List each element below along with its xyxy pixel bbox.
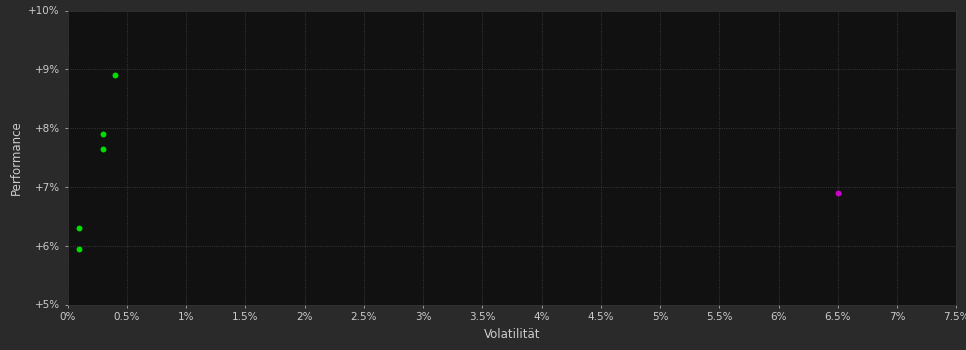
Y-axis label: Performance: Performance [10, 120, 23, 195]
Point [71, 246, 87, 251]
X-axis label: Volatilität: Volatilität [484, 328, 540, 341]
Point [96, 131, 111, 137]
Point [107, 72, 123, 78]
Point [830, 190, 845, 196]
Point [71, 225, 87, 231]
Point [96, 146, 111, 152]
